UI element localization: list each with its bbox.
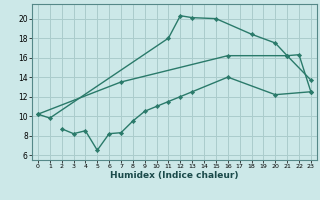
X-axis label: Humidex (Indice chaleur): Humidex (Indice chaleur) <box>110 171 239 180</box>
